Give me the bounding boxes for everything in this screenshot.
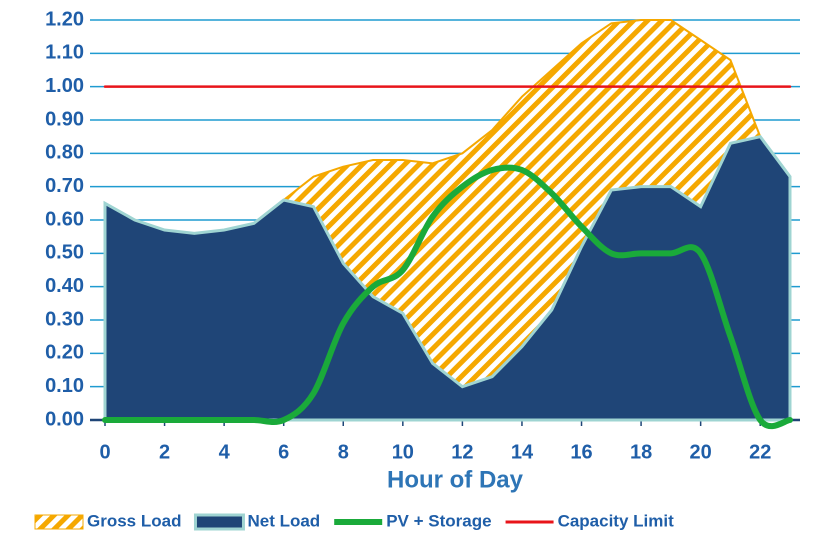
legend-label: Capacity Limit xyxy=(558,511,675,530)
x-tick-label: 0 xyxy=(99,441,110,463)
legend-swatch xyxy=(34,514,84,530)
x-tick-label: 16 xyxy=(570,441,592,463)
y-tick-label: 0.00 xyxy=(45,408,84,430)
net-load-area xyxy=(103,134,792,422)
y-tick-label: 1.20 xyxy=(45,8,84,30)
x-tick-label: 10 xyxy=(392,441,414,463)
y-tick-label: 0.30 xyxy=(45,308,84,330)
x-tick-label: 18 xyxy=(630,441,652,463)
x-tick-label: 2 xyxy=(159,441,170,463)
x-tick-label: 8 xyxy=(338,441,349,463)
y-tick-label: 0.70 xyxy=(45,175,84,197)
y-tick-label: 0.60 xyxy=(45,208,84,230)
x-tick-label: 22 xyxy=(749,441,771,463)
y-tick-label: 0.50 xyxy=(45,242,84,264)
y-tick-label: 0.10 xyxy=(45,375,84,397)
y-tick-label: 0.90 xyxy=(45,108,84,130)
y-tick-label: 0.40 xyxy=(45,275,84,297)
y-tick-label: 1.00 xyxy=(45,75,84,97)
x-tick-label: 4 xyxy=(219,441,231,463)
x-tick-label: 12 xyxy=(451,441,473,463)
y-tick-label: 0.80 xyxy=(45,142,84,164)
x-tick-label: 6 xyxy=(278,441,289,463)
x-tick-label: 14 xyxy=(511,441,534,463)
legend-label: Net Load xyxy=(247,511,320,530)
x-tick-label: 20 xyxy=(690,441,712,463)
x-axis-label: Hour of Day xyxy=(387,466,524,493)
legend-label: Gross Load xyxy=(87,511,181,530)
legend-label: PV + Storage xyxy=(386,511,491,530)
series-line xyxy=(102,164,793,430)
y-tick-label: 1.10 xyxy=(45,42,84,64)
legend-swatch xyxy=(193,513,245,531)
y-tick-label: 0.20 xyxy=(45,342,84,364)
